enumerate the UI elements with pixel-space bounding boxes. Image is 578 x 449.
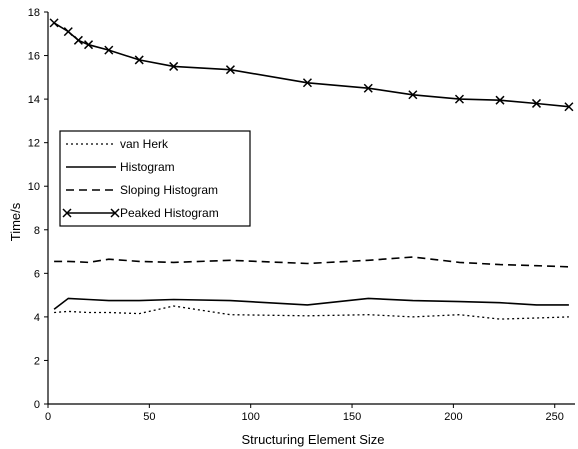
data-point-marker [454,94,464,104]
x-tick-label: 50 [143,411,155,423]
data-point-marker [531,98,542,108]
y-tick-label: 10 [28,181,40,193]
y-tick-label: 16 [28,51,40,63]
y-tick-label: 18 [28,7,40,19]
legend-box [59,130,251,227]
y-tick-label: 14 [28,94,40,106]
data-point-marker [73,35,83,45]
data-point-marker [495,95,505,105]
legend-marker [110,208,120,218]
legend-label: Sloping Histogram [120,183,218,197]
y-tick-label: 4 [34,312,40,324]
y-tick-label: 6 [34,268,40,280]
data-point-marker [63,27,73,37]
y-tick-label: 8 [34,225,40,237]
axes: 0 50 100 150 200 250 0 2 4 6 8 10 12 14 16 18 [28,7,575,423]
series-peaked-histogram [49,18,574,112]
series-van-herk [54,305,569,320]
data-point-marker [134,55,144,65]
data-point-marker [408,90,418,100]
series-sloping-histogram [54,256,569,268]
y-axis-title: Time/s [8,202,23,241]
legend-label: Histogram [120,160,175,174]
x-tick-label: 250 [546,411,564,423]
x-tick-label: 150 [343,411,361,423]
data-point-marker [49,18,59,28]
data-point-marker [104,45,114,55]
data-point-marker [564,102,574,112]
data-point-marker [225,65,235,75]
legend-item-peaked-histogram: Peaked Histogram [62,206,219,220]
y-tick-label: 2 [34,355,40,367]
legend-marker [62,208,72,218]
series-line-sloping-histogram [54,256,569,268]
legend-label: van Herk [120,137,169,151]
x-axis-title: Structuring Element Size [241,432,384,447]
series-histogram [53,297,569,310]
legend-item-sloping-histogram: Sloping Histogram [66,183,218,197]
legend-item-histogram: Histogram [66,160,175,174]
x-tick-label: 200 [444,411,462,423]
y-tick-label: 0 [34,399,40,411]
x-tick-label: 0 [45,411,51,423]
legend: van Herk Histogram Sloping Histogram Peaked… [59,130,251,227]
y-tick-label: 12 [28,138,40,150]
series-line-histogram [53,297,569,310]
series-line-peaked-histogram [53,22,569,108]
legend-item-van-herk: van Herk [66,137,169,151]
data-point-marker [169,61,179,71]
data-point-marker [84,40,94,50]
series-line-van-herk [54,305,569,320]
legend-label: Peaked Histogram [120,206,219,220]
series-layer [49,18,574,320]
x-tick-label: 100 [242,411,260,423]
data-point-marker [363,83,373,93]
data-point-marker [302,78,312,88]
